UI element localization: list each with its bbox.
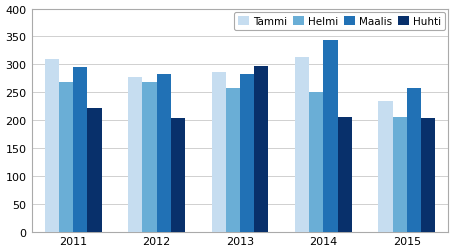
Bar [59,82,73,232]
Bar [88,109,102,232]
Bar [323,41,337,232]
Bar [212,73,226,232]
Bar [393,118,407,232]
Bar [45,59,59,232]
Bar [337,117,352,232]
Bar [407,88,421,232]
Bar [295,57,309,232]
Bar [421,118,435,232]
Bar [254,67,268,232]
Legend: Tammi, Helmi, Maalis, Huhti: Tammi, Helmi, Maalis, Huhti [234,13,445,31]
Bar [171,118,185,232]
Bar [157,75,171,232]
Bar [128,77,143,232]
Bar [143,82,157,232]
Bar [378,102,393,232]
Bar [226,88,240,232]
Bar [309,92,323,232]
Bar [240,75,254,232]
Bar [73,68,88,232]
